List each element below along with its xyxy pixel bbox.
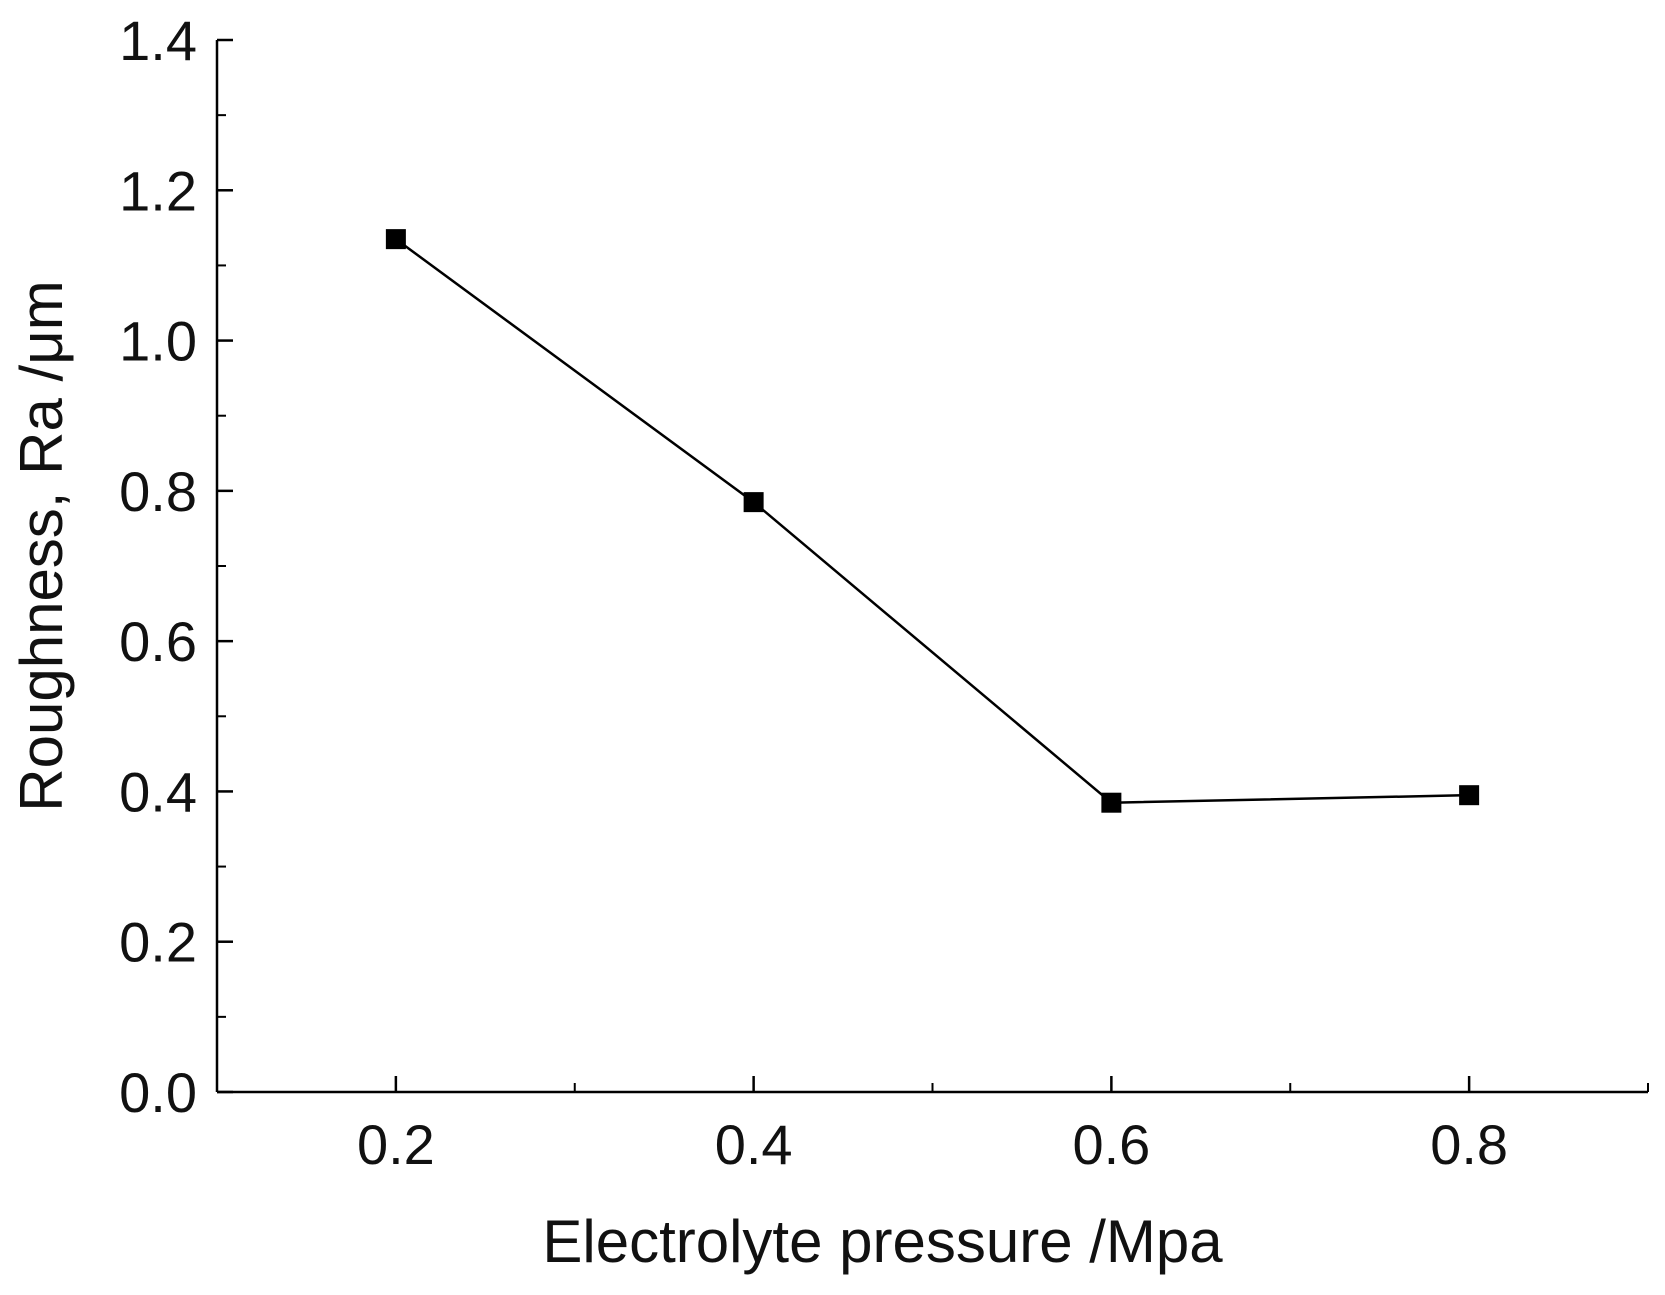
x-tick-label: 0.4: [715, 1113, 793, 1176]
y-tick-label: 0.0: [119, 1061, 197, 1124]
y-tick-label: 1.4: [119, 9, 197, 72]
data-point-marker: [1459, 785, 1480, 806]
y-tick-label: 0.6: [119, 610, 197, 673]
x-tick-label: 0.6: [1072, 1113, 1150, 1176]
x-tick-label: 0.8: [1430, 1113, 1508, 1176]
axes-layer: 0.0 0.2 0.4 0.6 0.8 1.0 1.2 1.4 0.2 0.4 0.6 0.8: [119, 9, 1649, 1176]
y-axis-title: Roughness, Ra /μm: [8, 280, 75, 811]
data-point-marker: [1101, 792, 1122, 813]
series-line: [395, 238, 1470, 804]
data-point-marker: [743, 492, 764, 513]
y-tick-label: 1.0: [119, 310, 197, 373]
x-axis-title: Electrolyte pressure /Mpa: [542, 1208, 1223, 1275]
y-tick-label: 1.2: [119, 159, 197, 222]
y-tick-label: 0.8: [119, 460, 197, 523]
y-tick-label: 0.2: [119, 911, 197, 974]
x-tick-label: 0.2: [357, 1113, 435, 1176]
y-tick-label: 0.4: [119, 760, 197, 823]
series-layer: [385, 229, 1480, 813]
data-point-marker: [385, 229, 406, 250]
